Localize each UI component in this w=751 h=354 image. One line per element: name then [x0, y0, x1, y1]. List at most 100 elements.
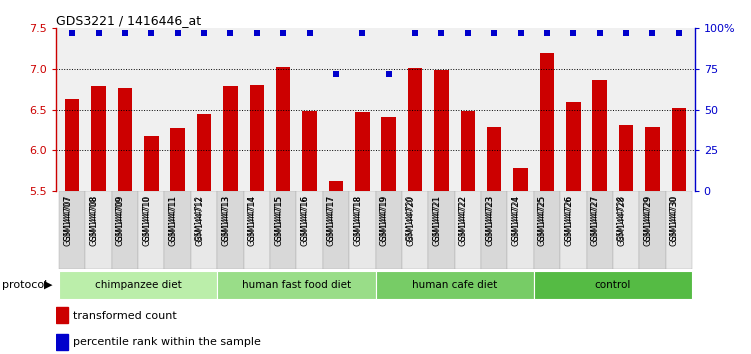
Text: GSM144714: GSM144714 — [248, 195, 257, 246]
Point — [198, 30, 210, 36]
Bar — [376, 191, 402, 269]
Bar — [164, 191, 191, 269]
Bar — [59, 271, 217, 299]
Bar — [402, 191, 428, 269]
Point — [488, 30, 500, 36]
Text: GSM144728: GSM144728 — [617, 195, 626, 246]
Bar — [619, 125, 633, 191]
Bar — [118, 88, 132, 191]
Text: GSM144723: GSM144723 — [485, 195, 494, 241]
Point — [409, 30, 421, 36]
Bar — [566, 102, 581, 191]
Text: GSM144721: GSM144721 — [433, 195, 442, 246]
Text: percentile rank within the sample: percentile rank within the sample — [74, 337, 261, 347]
Bar — [540, 53, 554, 191]
Text: GSM144722: GSM144722 — [459, 195, 468, 246]
Bar — [408, 68, 422, 191]
Bar — [428, 191, 454, 269]
Text: ▶: ▶ — [44, 280, 52, 290]
Bar — [460, 112, 475, 191]
Bar — [65, 99, 80, 191]
Bar — [645, 127, 659, 191]
Text: GSM144716: GSM144716 — [300, 195, 309, 246]
Bar — [534, 191, 560, 269]
Bar — [144, 136, 158, 191]
Bar — [508, 191, 534, 269]
Text: GSM144727: GSM144727 — [591, 195, 600, 246]
Text: GDS3221 / 1416446_at: GDS3221 / 1416446_at — [56, 14, 201, 27]
Bar — [191, 191, 217, 269]
Text: GSM144730: GSM144730 — [670, 195, 679, 241]
Text: GSM144708: GSM144708 — [89, 195, 98, 241]
Text: GSM144729: GSM144729 — [644, 195, 653, 246]
Bar — [56, 307, 68, 323]
Bar — [349, 191, 376, 269]
Text: GSM144709: GSM144709 — [116, 195, 125, 246]
Bar — [534, 271, 692, 299]
Point — [172, 30, 184, 36]
Text: GSM144722: GSM144722 — [459, 195, 468, 241]
Bar — [487, 127, 502, 191]
Point — [356, 30, 368, 36]
Bar — [376, 271, 534, 299]
Point — [594, 30, 606, 36]
Text: transformed count: transformed count — [74, 311, 177, 321]
Text: GSM144718: GSM144718 — [353, 195, 362, 246]
Text: GSM144725: GSM144725 — [538, 195, 547, 246]
Bar — [434, 70, 448, 191]
Point — [251, 30, 263, 36]
Bar — [197, 114, 211, 191]
Text: GSM144723: GSM144723 — [485, 195, 494, 246]
Text: GSM144710: GSM144710 — [142, 195, 151, 241]
Bar — [323, 191, 349, 269]
Text: GSM144710: GSM144710 — [142, 195, 151, 246]
Text: GSM144714: GSM144714 — [248, 195, 257, 241]
Bar — [639, 191, 665, 269]
Bar — [665, 191, 692, 269]
Text: GSM144730: GSM144730 — [670, 195, 679, 246]
Bar — [270, 191, 297, 269]
Point — [330, 71, 342, 77]
Text: GSM144717: GSM144717 — [327, 195, 336, 241]
Text: GSM144708: GSM144708 — [89, 195, 98, 246]
Bar — [481, 191, 508, 269]
Text: GSM144712: GSM144712 — [195, 195, 204, 246]
Bar — [303, 110, 317, 191]
Text: GSM144709: GSM144709 — [116, 195, 125, 241]
Text: chimpanzee diet: chimpanzee diet — [95, 280, 182, 290]
Point — [436, 30, 448, 36]
Bar — [671, 108, 686, 191]
Point — [225, 30, 237, 36]
Bar — [613, 191, 639, 269]
Text: GSM144726: GSM144726 — [564, 195, 573, 241]
Text: GSM144725: GSM144725 — [538, 195, 547, 241]
Bar — [243, 191, 270, 269]
Text: GSM144727: GSM144727 — [591, 195, 600, 241]
Bar — [249, 85, 264, 191]
Text: GSM144720: GSM144720 — [406, 195, 415, 241]
Text: GSM144713: GSM144713 — [222, 195, 231, 246]
Text: GSM144719: GSM144719 — [380, 195, 389, 246]
Text: human cafe diet: human cafe diet — [412, 280, 497, 290]
Text: GSM144718: GSM144718 — [353, 195, 362, 241]
Text: GSM144720: GSM144720 — [406, 195, 415, 246]
Text: GSM144712: GSM144712 — [195, 195, 204, 241]
Point — [567, 30, 579, 36]
Bar — [112, 191, 138, 269]
Text: GSM144726: GSM144726 — [564, 195, 573, 246]
Text: GSM144729: GSM144729 — [644, 195, 653, 241]
Point — [647, 30, 659, 36]
Text: GSM144719: GSM144719 — [380, 195, 389, 241]
Text: control: control — [595, 280, 631, 290]
Bar — [276, 67, 291, 191]
Text: GSM144711: GSM144711 — [169, 195, 178, 241]
Point — [66, 30, 78, 36]
Bar — [454, 191, 481, 269]
Point — [119, 30, 131, 36]
Bar — [217, 271, 376, 299]
Bar — [217, 191, 243, 269]
Bar — [56, 334, 68, 350]
Point — [277, 30, 289, 36]
Point — [462, 30, 474, 36]
Point — [541, 30, 553, 36]
